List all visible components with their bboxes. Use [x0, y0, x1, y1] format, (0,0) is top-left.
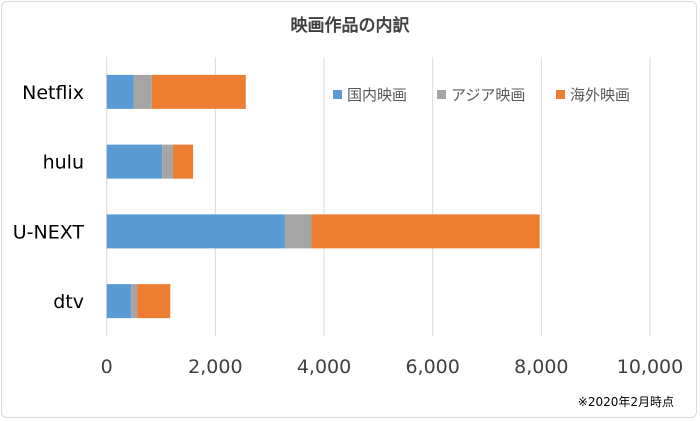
bar-segment: [106, 284, 132, 319]
legend-swatch: [556, 90, 565, 99]
category-label: dtv: [53, 291, 84, 313]
bar-segment: [151, 74, 246, 109]
legend-label: アジア映画: [451, 86, 525, 104]
bar-segment: [106, 74, 134, 109]
legend-swatch: [437, 90, 446, 99]
bar-segment: [311, 214, 540, 249]
x-tick-label: 4,000: [297, 356, 351, 378]
x-tick-label: 0: [101, 356, 113, 378]
bar-segment: [284, 214, 312, 249]
category-label: Netflix: [22, 82, 84, 104]
x-tick-label: 6,000: [405, 356, 459, 378]
legend-swatch: [333, 90, 342, 99]
chart-title: 映画作品の内訳: [291, 15, 411, 36]
legend-label: 海外映画: [570, 86, 630, 104]
x-tick-label: 8,000: [514, 356, 568, 378]
x-tick-label: 10,000: [617, 356, 683, 378]
bar-segment: [137, 284, 171, 319]
x-tick-label: 2,000: [188, 356, 242, 378]
bar-segment: [172, 144, 194, 179]
bar-segment: [106, 144, 163, 179]
bar-segment: [133, 74, 152, 109]
legend-label: 国内映画: [347, 86, 407, 104]
footnote: ※2020年2月時点: [578, 395, 674, 409]
bar-segment: [106, 214, 285, 249]
bar-segment: [131, 284, 138, 319]
bar-segment: [162, 144, 173, 179]
category-label: U-NEXT: [13, 221, 85, 243]
category-label: hulu: [43, 152, 84, 174]
